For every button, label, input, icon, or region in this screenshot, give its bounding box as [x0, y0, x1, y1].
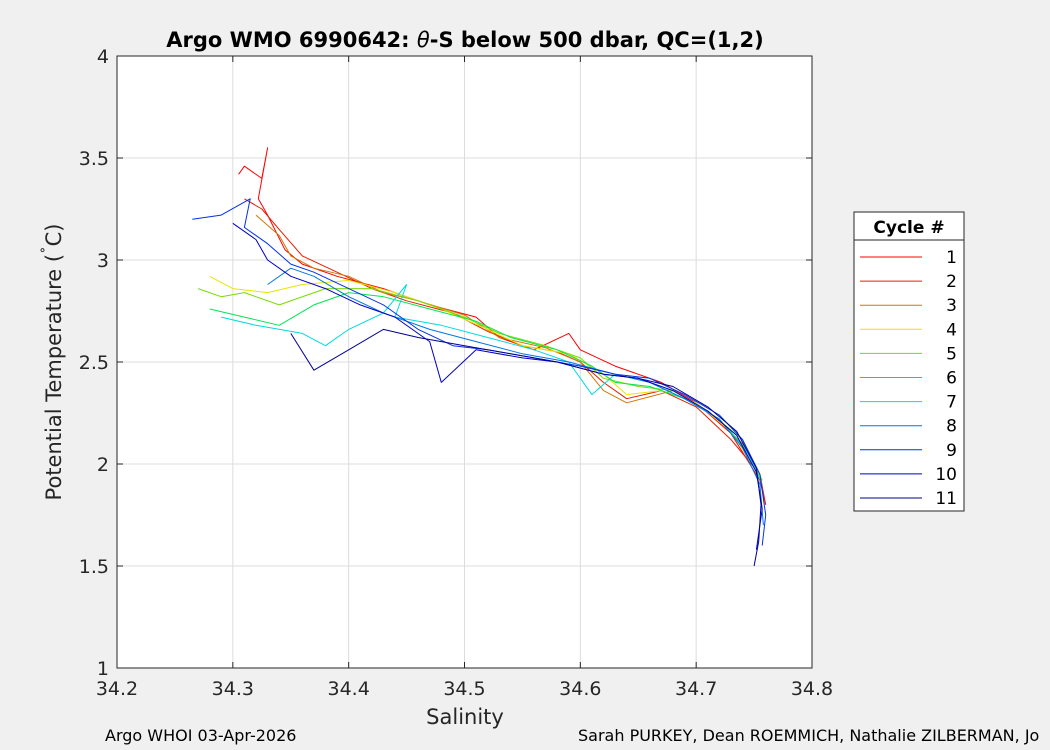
y-tick-label: 1	[97, 658, 109, 680]
legend-label-cycle-3: 3	[946, 296, 957, 316]
legend-label-cycle-10: 10	[935, 465, 957, 485]
footer-right: Sarah PURKEY, Dean ROEMMICH, Nathalie ZI…	[578, 726, 1040, 745]
x-tick-label: 34.4	[328, 678, 370, 700]
series-line-cycle-8	[267, 267, 764, 526]
footer-left: Argo WHOI 03-Apr-2026	[105, 726, 297, 745]
legend-label-cycle-9: 9	[946, 441, 957, 461]
y-axis-label-degree: ˚	[40, 246, 58, 254]
x-tick-label: 34.7	[675, 678, 717, 700]
x-tick-label: 34.8	[791, 678, 833, 700]
tick-marks	[116, 55, 813, 669]
series-line-cycle-11	[290, 328, 762, 567]
legend-label-cycle-8: 8	[946, 417, 957, 437]
series-line-cycle-10	[232, 222, 763, 550]
chart-title-theta: θ	[417, 28, 430, 52]
legend-box	[853, 211, 965, 512]
legend-entries: 1 2 3 4 5 6 7 8 9 10 11	[860, 248, 957, 509]
y-tick-label: 3.5	[79, 148, 109, 170]
chart-title: Argo WMO 6990642: θ-S below 500 dbar, QC…	[166, 28, 763, 52]
y-tick-label: 2	[97, 454, 109, 476]
x-tick-label: 34.6	[559, 678, 601, 700]
y-axis-label: Potential Temperature (˚C)	[40, 224, 66, 501]
legend-label-cycle-7: 7	[946, 393, 957, 413]
y-tick-label: 3	[97, 250, 109, 272]
legend-label-cycle-11: 11	[935, 489, 957, 509]
x-tick-label: 34.2	[96, 678, 138, 700]
legend: Cycle # 1 2 3 4 5 6 7 8 9 10 11	[853, 211, 965, 512]
x-axis-label: Salinity	[426, 705, 504, 729]
legend-label-cycle-6: 6	[946, 369, 957, 389]
y-axis-label-main: Potential Temperature (	[42, 254, 66, 501]
y-tick-label: 4	[97, 46, 109, 68]
y-tick-label: 1.5	[79, 556, 109, 578]
x-tick-label: 34.3	[212, 678, 254, 700]
chart-title-suffix: -S below 500 dbar, QC=(1,2)	[430, 28, 764, 52]
chart-title-prefix: Argo WMO 6990642:	[166, 28, 417, 52]
series-layer	[192, 147, 767, 567]
x-tick-label: 34.5	[443, 678, 485, 700]
legend-label-cycle-1: 1	[946, 248, 957, 268]
legend-label-cycle-5: 5	[946, 344, 957, 364]
series-line-cycle-9	[192, 198, 767, 546]
legend-label-cycle-2: 2	[946, 272, 957, 292]
tick-labels: 34.2 34.3 34.4 34.5 34.6 34.7 34.8 1 1.5 2 2.5 3 3.5…	[79, 46, 833, 700]
y-axis-label-unit: C)	[42, 224, 66, 247]
legend-title: Cycle #	[873, 218, 944, 238]
legend-label-cycle-4: 4	[946, 320, 957, 340]
y-tick-label: 2.5	[79, 352, 109, 374]
